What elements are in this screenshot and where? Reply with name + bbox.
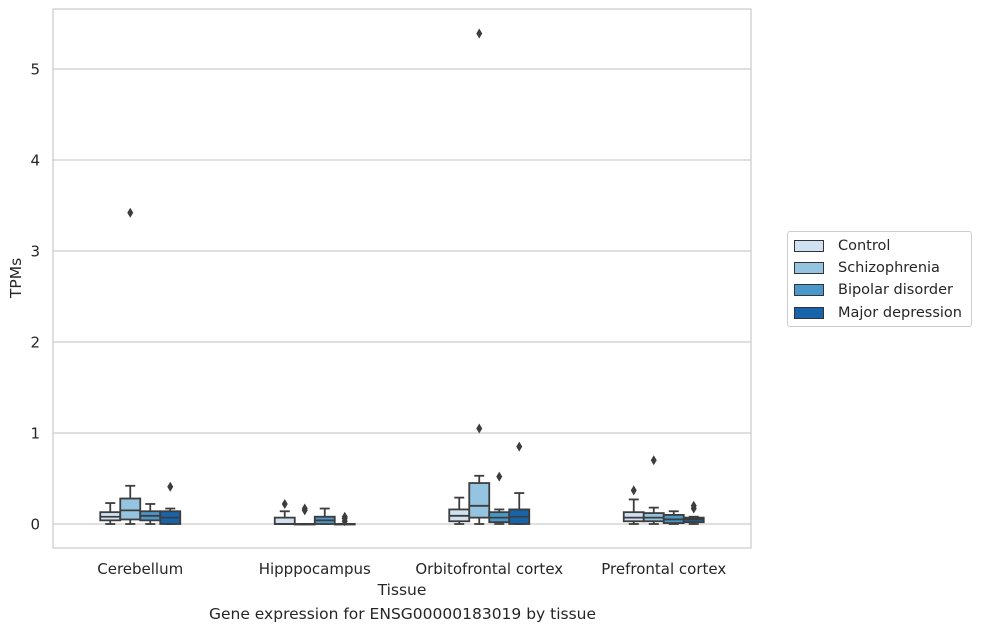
legend-item-control: Control [794, 237, 890, 255]
box-2-2 [488, 471, 511, 525]
outlier-1 [476, 28, 483, 39]
box-0-3 [159, 481, 182, 525]
outlier-0 [516, 441, 523, 452]
outlier-0 [630, 485, 637, 496]
y-tick-4: 4 [30, 152, 40, 170]
y-tick-2: 2 [30, 334, 40, 352]
box-3-3 [682, 500, 705, 525]
box-2-1 [468, 28, 491, 525]
box-1-1 [293, 503, 316, 526]
outlier-1 [301, 505, 308, 516]
box-1-2 [313, 507, 336, 525]
legend-label-bipolar-disorder: Bipolar disorder [838, 282, 953, 298]
y-gridlines [53, 68, 751, 525]
x-axis-label: Tissue [377, 581, 427, 599]
iqr-box [622, 511, 645, 523]
plot-frame [52, 8, 752, 549]
legend-label-major-depression: Major depression [838, 305, 962, 321]
legend: Control Schizophrenia Bipolar disorder M… [787, 231, 972, 327]
outlier-2 [341, 516, 348, 527]
y-tick-1: 1 [30, 425, 40, 443]
outlier-0 [476, 423, 483, 434]
outlier-0 [281, 498, 288, 509]
x-tick-2: Orbitofrontal cortex [415, 560, 563, 578]
box-1-0 [273, 498, 296, 525]
box-0-2 [139, 503, 162, 525]
x-tick-0: Cerebellum [97, 560, 183, 578]
legend-swatch-bipolar-disorder [794, 284, 824, 296]
legend-label-schizophrenia: Schizophrenia [838, 260, 940, 276]
legend-swatch-control [794, 240, 824, 252]
box-2-0 [448, 496, 471, 525]
y-tick-labels: 0 1 2 3 4 5 [30, 61, 40, 534]
legend-swatch-major-depression [794, 307, 824, 319]
box-0-0 [99, 502, 122, 525]
x-tick-3: Prefrontal cortex [601, 560, 726, 578]
legend-item-bipolar-disorder: Bipolar disorder [794, 281, 953, 299]
outlier-0 [650, 455, 657, 466]
chart-caption: Gene expression for ENSG00000183019 by t… [208, 605, 597, 623]
iqr-box [119, 497, 142, 521]
y-tick-3: 3 [30, 243, 40, 261]
y-tick-5: 5 [30, 61, 40, 79]
box-1-3 [333, 511, 356, 527]
legend-label-control: Control [838, 238, 891, 254]
y-tick-0: 0 [30, 516, 40, 534]
legend-item-major-depression: Major depression [794, 304, 962, 322]
iqr-box [468, 482, 491, 519]
outlier-0 [167, 481, 174, 492]
outlier-1 [690, 503, 697, 514]
x-tick-labels: Cerebellum Hipppocampus Orbitofrontal cort… [97, 560, 726, 578]
box-0-1 [119, 207, 142, 525]
legend-swatch-schizophrenia [794, 262, 824, 274]
outlier-0 [127, 207, 134, 218]
box-3-0 [622, 485, 645, 525]
legend-item-schizophrenia: Schizophrenia [794, 259, 940, 277]
iqr-box [273, 516, 296, 525]
x-tick-1: Hipppocampus [259, 560, 371, 578]
box-3-1 [642, 455, 665, 525]
outlier-0 [496, 471, 503, 482]
box-3-2 [662, 510, 685, 525]
box-plots [99, 28, 705, 527]
box-2-3 [508, 441, 531, 525]
y-axis-label: TPMs [7, 258, 25, 299]
